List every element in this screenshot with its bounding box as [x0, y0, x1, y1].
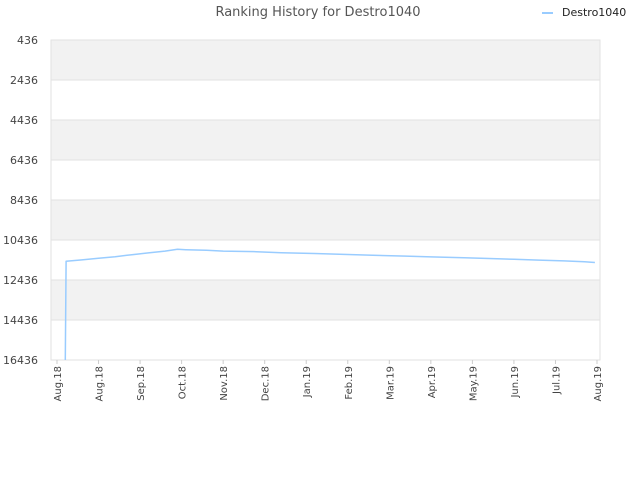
chart-title: Ranking History for Destro1040 [215, 5, 420, 20]
x-tick-label: Nov.18 [219, 366, 230, 401]
y-tick-label: 14436 [3, 314, 38, 327]
x-tick-label: Aug.19 [593, 366, 604, 401]
x-tick-label: Aug.18 [95, 366, 106, 401]
grid-band [51, 280, 600, 320]
y-tick-label: 6436 [10, 154, 38, 167]
series-line [64, 248, 595, 361]
grid-band [51, 200, 600, 240]
legend: Destro1040 [542, 6, 626, 19]
x-tick-label: Jun.19 [510, 366, 521, 399]
y-tick-label: 12436 [3, 274, 38, 287]
grid-band [51, 40, 600, 80]
plot-frame [50, 39, 601, 361]
y-tick-label: 2436 [10, 74, 38, 87]
x-tick-label: Apr.19 [427, 366, 438, 398]
grid-bands [51, 40, 600, 320]
series-group [64, 248, 595, 361]
x-tick-label: Aug.18 [53, 366, 64, 401]
x-tick-label: Mar.19 [385, 366, 396, 400]
y-tick-label: 8436 [10, 194, 38, 207]
y-tick-label: 10436 [3, 234, 38, 247]
x-tick-label: May.19 [468, 366, 479, 401]
x-tick-label: Sep.18 [136, 366, 147, 401]
x-axis-ticks: Aug.18 Aug.18 Sep.18 Oct.18 Nov.18 Dec.18 Jan.… [53, 360, 604, 401]
x-tick-label: Feb.19 [344, 366, 355, 400]
y-axis-ticks: 436 2436 4436 6436 8436 10436 12436 14436 16436 [3, 34, 38, 367]
x-tick-label: Jan.19 [302, 366, 313, 398]
x-tick-label: Jul.19 [551, 366, 562, 395]
grid-band [51, 120, 600, 160]
legend-label: Destro1040 [562, 6, 626, 19]
y-tick-label: 4436 [10, 114, 38, 127]
y-tick-label: 16436 [3, 354, 38, 367]
x-tick-label: Oct.18 [178, 366, 189, 399]
y-tick-label: 436 [17, 34, 38, 47]
x-tick-label: Dec.18 [261, 366, 272, 401]
